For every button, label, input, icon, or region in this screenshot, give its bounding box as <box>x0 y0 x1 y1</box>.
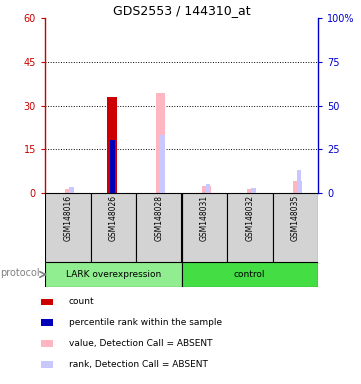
Text: GSM148035: GSM148035 <box>291 195 300 241</box>
Bar <box>273 193 318 262</box>
Text: GSM148026: GSM148026 <box>109 195 118 241</box>
Bar <box>69 187 74 193</box>
Bar <box>182 193 227 262</box>
Text: count: count <box>69 298 95 306</box>
Text: value, Detection Call = ABSENT: value, Detection Call = ABSENT <box>69 339 213 348</box>
Bar <box>247 189 256 193</box>
Text: control: control <box>234 270 265 279</box>
Bar <box>41 361 53 367</box>
Bar <box>107 97 117 193</box>
Bar <box>65 189 74 193</box>
Bar <box>41 340 53 347</box>
Bar <box>156 93 165 193</box>
Bar <box>91 193 136 262</box>
Bar <box>201 186 210 193</box>
Text: GSM148032: GSM148032 <box>245 195 254 241</box>
Text: GSM148031: GSM148031 <box>200 195 209 241</box>
Bar <box>110 140 115 193</box>
Bar <box>41 299 53 305</box>
Text: GSM148028: GSM148028 <box>154 195 163 241</box>
Bar <box>45 262 182 287</box>
Bar <box>160 135 165 193</box>
Text: percentile rank within the sample: percentile rank within the sample <box>69 318 222 327</box>
Text: GSM148016: GSM148016 <box>63 195 72 241</box>
Bar <box>251 188 256 193</box>
Bar <box>297 170 301 193</box>
Title: GDS2553 / 144310_at: GDS2553 / 144310_at <box>113 4 250 17</box>
Bar <box>292 181 302 193</box>
Bar <box>45 193 91 262</box>
Text: rank, Detection Call = ABSENT: rank, Detection Call = ABSENT <box>69 360 208 369</box>
Text: protocol: protocol <box>0 268 40 278</box>
Bar <box>41 319 53 326</box>
Bar <box>227 193 273 262</box>
Bar <box>136 193 182 262</box>
Bar <box>206 184 210 193</box>
Bar <box>182 262 318 287</box>
Text: LARK overexpression: LARK overexpression <box>66 270 161 279</box>
